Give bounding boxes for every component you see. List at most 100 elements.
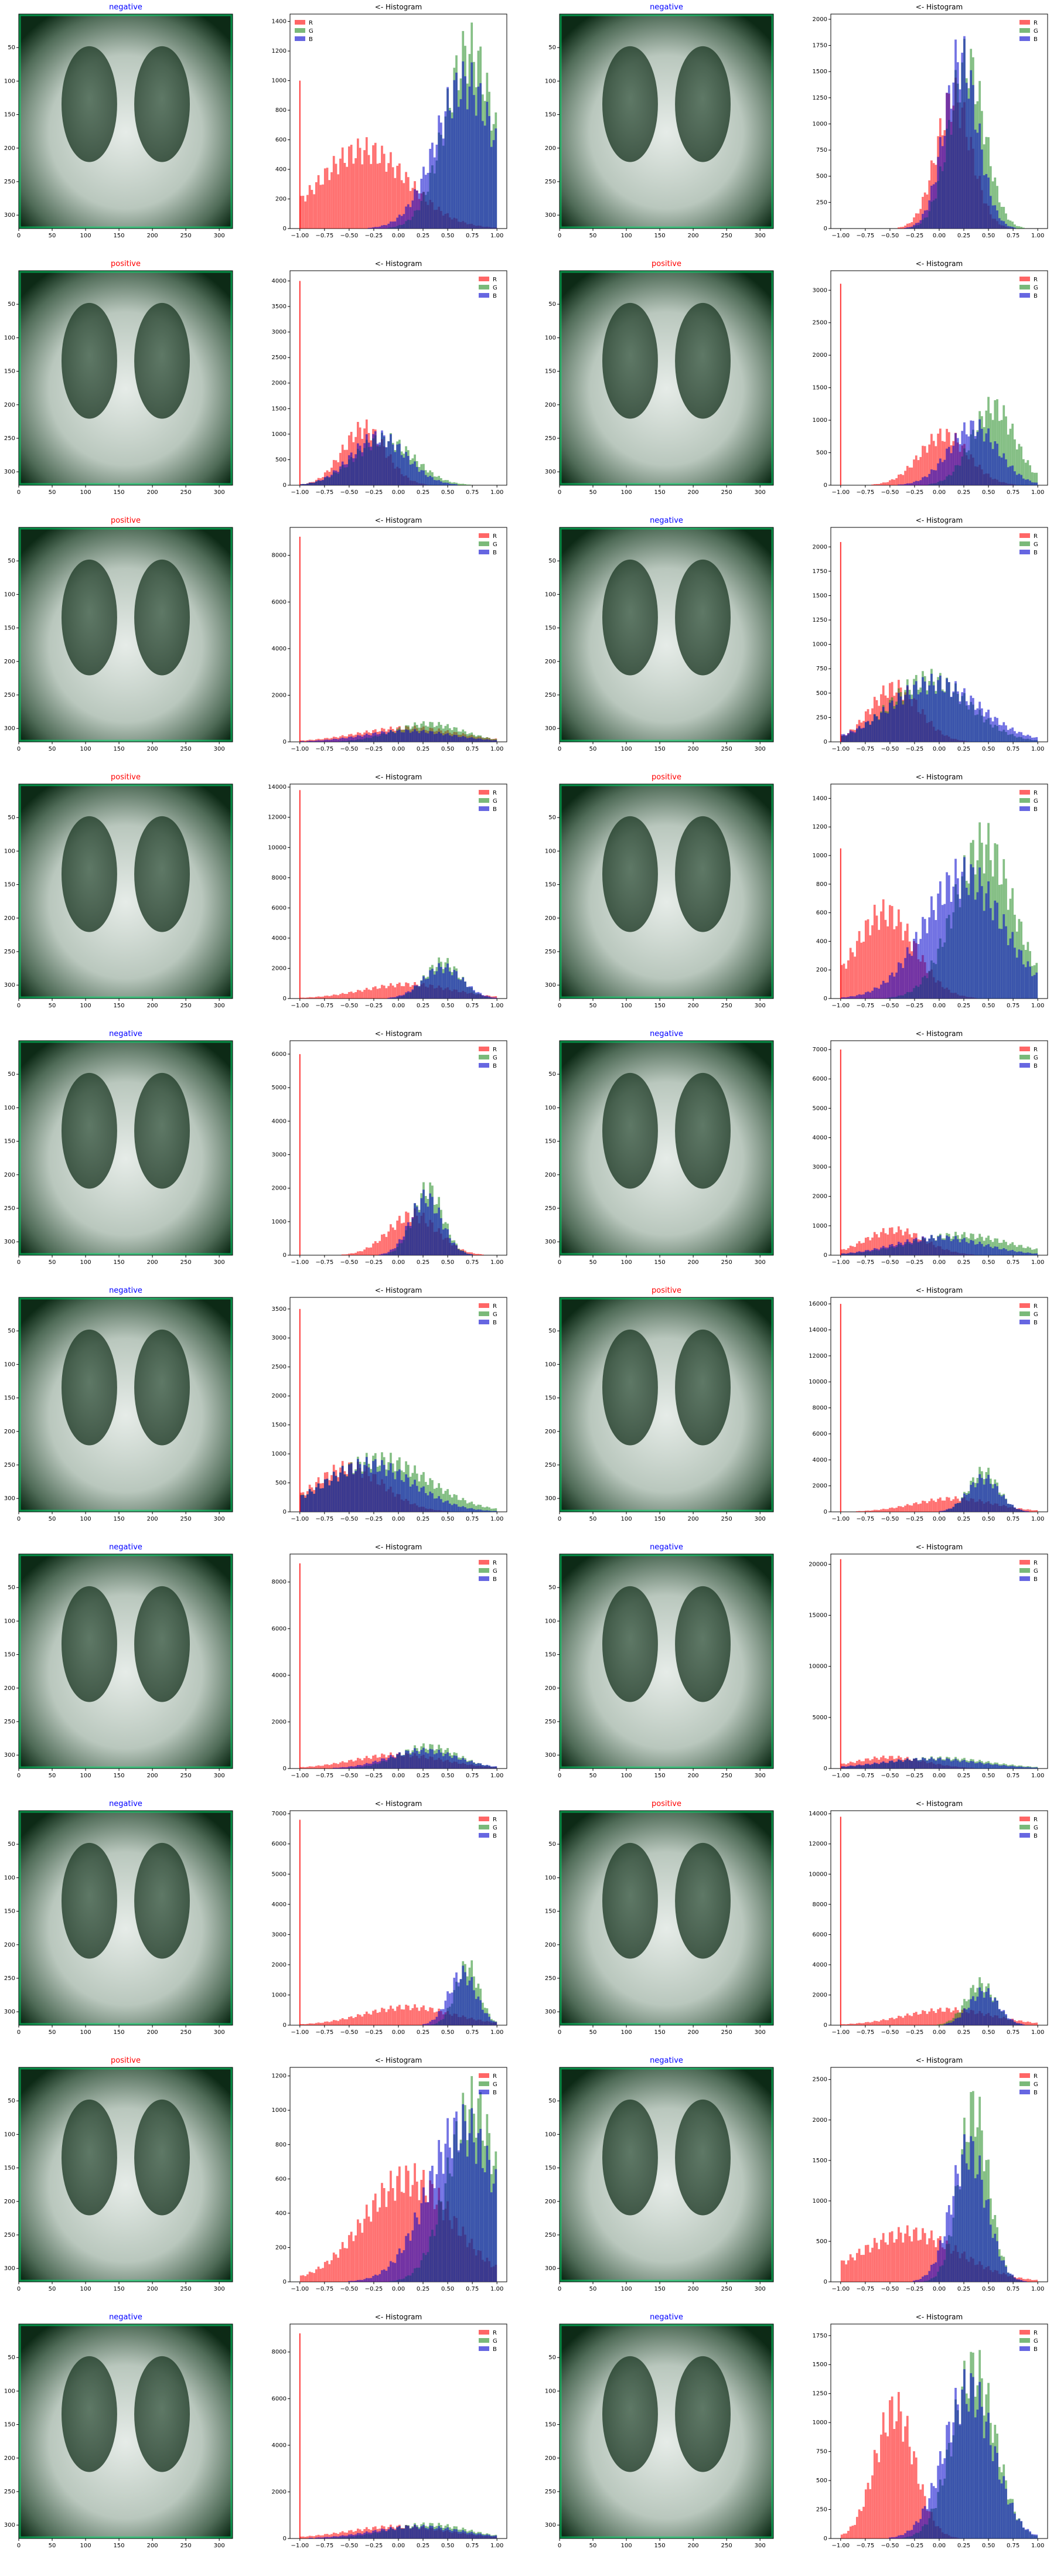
hist-x-tick-label: 1.00 [1031, 233, 1044, 239]
hist-x-tick-label: −0.50 [340, 233, 359, 239]
hist-bar-r [354, 158, 357, 229]
hist-bar-r [337, 174, 340, 229]
hist-bar-b [350, 736, 353, 742]
legend-label-g: G [1034, 1568, 1038, 1575]
hist-bar-b [415, 2217, 418, 2282]
hist-bar-b [919, 1241, 922, 1255]
hist-bar-b [939, 137, 942, 229]
image-y-tick-label: 300 [4, 469, 15, 475]
hist-bar-b [923, 681, 926, 742]
legend-swatch-b [479, 806, 489, 811]
image-x-tick-label: 0 [17, 1773, 21, 1779]
hist-y-tick-label: 6000 [272, 599, 287, 605]
hist-bar-r [886, 482, 889, 485]
image-label: positive [111, 2056, 141, 2065]
hist-y-tick-label: 0 [283, 1766, 287, 1772]
hist-bar-b [470, 1254, 473, 1255]
hist-y-tick-label: 2000 [272, 1962, 287, 1968]
hist-bar-b [398, 729, 401, 742]
image-y-tick-label: 200 [545, 1429, 556, 1435]
histogram-legend: RGB [1019, 533, 1038, 556]
hist-bar-b [433, 2019, 436, 2025]
hist-bar-r [932, 2240, 935, 2282]
legend-label-b: B [1034, 1833, 1038, 1839]
hist-bar-b [335, 739, 337, 742]
hist-x-tick-label: 1.00 [490, 1259, 503, 1266]
hist-y-tick-label: 4000 [813, 1134, 827, 1141]
image-y-tick-label: 100 [4, 1618, 15, 1624]
hist-x-tick-label: −0.75 [316, 1003, 334, 1009]
hist-bar-b [354, 1470, 357, 1512]
hist-y-tick-label: 4000 [272, 278, 287, 284]
hist-bar-g [1018, 444, 1021, 485]
hist-bar-r [1024, 2279, 1027, 2282]
legend-label-r: R [1034, 1560, 1038, 1566]
hist-bar-r [356, 2014, 359, 2025]
hist-bar-r [492, 996, 495, 999]
hist-bar-r [306, 2023, 309, 2025]
hist-bar-b [348, 1766, 350, 1769]
hist-x-tick-label: 0.75 [1007, 1516, 1019, 1522]
hist-bar-b [963, 1760, 966, 1769]
hist-bar-b [1031, 1767, 1034, 1769]
hist-bar-b [455, 971, 458, 999]
hist-bar-b [1011, 2019, 1014, 2025]
hist-bar-b [482, 995, 484, 999]
hist-bar-b [917, 1241, 920, 1255]
hist-bar-r [350, 2231, 353, 2282]
hist-bar-r [304, 2276, 307, 2282]
hist-bar-b [483, 1765, 486, 1769]
legend-swatch-g [479, 798, 489, 803]
hist-bar-r [376, 2012, 379, 2025]
hist-y-tick-label: 1000 [272, 1451, 287, 1457]
hist-bar-b [976, 1996, 979, 2025]
hist-bar-b [976, 892, 979, 999]
image-y-tick-label: 50 [548, 301, 556, 308]
hist-bar-b [1035, 1767, 1038, 1769]
hist-bar-b [438, 1749, 441, 1769]
hist-bar-g [1035, 472, 1038, 485]
hist-bar-b [446, 1500, 449, 1512]
hist-bar-b [356, 2279, 359, 2282]
hist-bar-g [457, 1500, 460, 1512]
hist-bar-b [1000, 457, 1003, 485]
image-x-tick-label: 100 [621, 2029, 632, 2036]
hist-bar-r [348, 2235, 350, 2282]
hist-bar-b [444, 967, 447, 999]
hist-bar-b [875, 1763, 878, 1769]
hist-bar-b [1009, 728, 1012, 742]
hist-bar-r [928, 444, 931, 485]
hist-bar-b [860, 728, 863, 742]
hist-bar-b [453, 735, 456, 742]
hist-bar-r [394, 2011, 397, 2025]
image-x-tick-label: 150 [114, 489, 125, 496]
hist-bar-g [1018, 1245, 1021, 1255]
hist-bar-b [359, 1464, 362, 1512]
hist-bar-r [335, 163, 337, 229]
hist-bar-b [433, 1498, 436, 1512]
hist-bar-r [405, 2005, 407, 2025]
hist-bar-r [346, 166, 349, 229]
hist-bar-b [994, 205, 997, 229]
hist-bar-r [304, 201, 307, 229]
hist-bar-b [381, 1758, 383, 1769]
hist-bar-b [991, 1765, 994, 1769]
hist-bar-r [367, 1758, 370, 1769]
hist-bar-b [1020, 1510, 1023, 1512]
hist-bar-r [398, 2166, 401, 2282]
hist-bar-b [376, 1761, 379, 1769]
hist-y-tick-label: 6000 [272, 905, 287, 911]
hist-bar-r [937, 2009, 939, 2025]
hist-bar-b [448, 483, 451, 485]
hist-bar-r [847, 960, 850, 999]
image-x-tick-label: 250 [721, 1003, 732, 1009]
hist-bar-b [991, 920, 994, 999]
hist-bar-r [906, 2013, 909, 2025]
histogram-title: <- Histogram [375, 773, 422, 781]
hist-bar-b [928, 917, 931, 999]
hist-bar-r [407, 2170, 410, 2282]
hist-bar-b [1007, 945, 1010, 999]
histogram-panel: <- Histogram−1.00 −0.75 −0.50 −0.25 0.00 0.25… [272, 1543, 507, 1779]
